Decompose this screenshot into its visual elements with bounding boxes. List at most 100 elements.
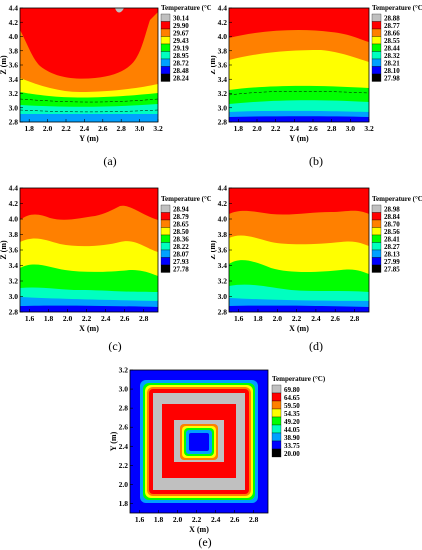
x-tick-label: 2.2 — [82, 314, 92, 323]
y-tick-label: 3.2 — [9, 277, 19, 286]
x-tick-label: 2.2 — [271, 124, 281, 133]
y-tick-label: 3.4 — [218, 75, 228, 84]
y-tick-label: 4.0 — [218, 215, 228, 224]
y-axis-label: Z (m) — [211, 55, 217, 75]
legend-title: Temperature (°C) — [161, 195, 211, 203]
y-tick-label: 2.6 — [119, 423, 129, 432]
legend-label: 29.19 — [173, 44, 189, 52]
y-tick-label: 2.2 — [119, 461, 129, 470]
x-tick-label: 2.0 — [252, 124, 262, 133]
panel-d: 1.6 1.8 2.0 2.2 2.4 2.6 2.8 2.8 3.0 3.2 3.4 3.6 3.8 4… — [211, 184, 422, 353]
y-tick-label: 3.0 — [119, 385, 129, 394]
panel-e: 1.6 1.8 2.0 2.2 2.4 2.6 2.8 1.8 2.0 2.2 2.4 2.6 2.8 3… — [109, 366, 326, 550]
legend-swatch — [271, 440, 282, 450]
legend-swatch — [160, 36, 171, 45]
legend-label: 27.85 — [384, 265, 400, 273]
x-tick-label: 1.8 — [253, 314, 263, 323]
x-tick-label: 2.8 — [350, 314, 360, 323]
y-tick-label: 4.4 — [9, 4, 19, 13]
contour-band — [229, 8, 369, 42]
legend-label: 27.99 — [384, 258, 400, 266]
y-tick-label: 2.8 — [119, 404, 129, 413]
x-tick-label: 2.2 — [61, 124, 71, 133]
x-tick-label: 1.6 — [135, 515, 145, 524]
legend-swatch — [160, 28, 171, 37]
legend-swatch — [160, 219, 171, 228]
legend-label: 28.65 — [173, 220, 189, 228]
y-tick-label: 3.2 — [9, 89, 19, 98]
legend-swatch — [371, 249, 382, 258]
legend-label: 54.35 — [284, 410, 300, 418]
y-tick-label: 4.2 — [218, 199, 228, 208]
legend-label: 38.90 — [284, 434, 300, 442]
legend-swatch — [160, 242, 171, 251]
legend-swatch — [160, 204, 171, 213]
panel-b: 1.8 2.0 2.2 2.4 2.6 2.8 3.0 3.2 2.8 3.0 3.2 3.4 3.6 3… — [211, 4, 422, 169]
y-axis-label: Y (m) — [109, 431, 118, 451]
y-tick-label: 4.4 — [218, 184, 228, 193]
y-tick-label: 3.0 — [218, 292, 228, 301]
y-tick-label: 3.8 — [218, 46, 228, 55]
legend-label: 28.13 — [384, 250, 400, 258]
y-tick-label: 3.0 — [218, 103, 228, 112]
legend-label: 28.41 — [384, 235, 400, 243]
legend-swatch — [371, 234, 382, 243]
y-tick-label: 4.4 — [218, 4, 228, 13]
legend-swatch — [160, 13, 171, 22]
legend-label: 49.20 — [284, 418, 300, 426]
legend-label: 28.27 — [384, 243, 400, 251]
legend-swatch — [371, 13, 382, 22]
x-tick-label: 2.6 — [331, 314, 341, 323]
legend-swatch — [371, 36, 382, 45]
x-tick-label: 1.8 — [44, 314, 54, 323]
x-axis-label: X (m) — [79, 324, 99, 333]
legend-label: 28.24 — [173, 74, 189, 82]
x-tick-label: 2.0 — [63, 314, 73, 323]
legend-swatch — [160, 73, 171, 82]
legend-swatch — [160, 227, 171, 236]
legend-label: 29.43 — [173, 37, 189, 45]
y-tick-label: 4.2 — [9, 199, 19, 208]
y-tick-label: 4.0 — [218, 32, 228, 41]
legend-swatch — [160, 257, 171, 266]
x-tick-label: 2.0 — [273, 314, 283, 323]
y-tick-label: 3.4 — [9, 261, 19, 270]
panel-c: 1.6 1.8 2.0 2.2 2.4 2.6 2.8 2.8 3.0 3.2 3.4 3.6 3.8 4… — [0, 184, 211, 353]
legend-label: 28.55 — [384, 37, 400, 45]
y-tick-label: 3.0 — [9, 292, 19, 301]
panel-caption: (e) — [198, 535, 211, 549]
legend-label: 28.79 — [173, 213, 189, 221]
legend-swatch — [271, 416, 282, 426]
y-tick-label: 2.8 — [9, 118, 19, 127]
x-tick-label: 1.8 — [154, 515, 164, 524]
legend-title: Temperature (°C) — [272, 375, 326, 383]
x-tick-label: 3.2 — [364, 124, 374, 133]
legend-swatch — [371, 212, 382, 221]
legend-label: 30.14 — [173, 14, 189, 22]
y-tick-label: 2.8 — [9, 308, 19, 317]
x-tick-label: 2.0 — [43, 124, 53, 133]
x-tick-label: 2.4 — [290, 124, 300, 133]
x-tick-label: 1.6 — [234, 314, 244, 323]
y-tick-label: 4.0 — [9, 215, 19, 224]
x-tick-label: 2.6 — [308, 124, 318, 133]
legend-label: 28.66 — [384, 29, 400, 37]
x-tick-label: 2.8 — [117, 124, 127, 133]
y-tick-label: 2.8 — [218, 308, 228, 317]
x-tick-label: 1.6 — [25, 314, 35, 323]
y-axis-label: Z (m) — [0, 240, 8, 260]
legend-swatch — [160, 66, 171, 75]
legend-label: 28.32 — [384, 52, 400, 60]
contour-band — [162, 404, 236, 478]
legend-swatch — [371, 21, 382, 30]
legend-label: 28.10 — [384, 67, 400, 75]
legend-title: Temperature (°C) — [161, 4, 211, 12]
legend-label: 29.67 — [173, 29, 189, 37]
legend-swatch — [160, 43, 171, 52]
y-tick-label: 3.8 — [218, 230, 228, 239]
y-tick-label: 2.0 — [119, 480, 129, 489]
x-tick-label: 3.0 — [346, 124, 356, 133]
legend-label: 28.77 — [384, 22, 400, 30]
legend-label: 28.44 — [384, 44, 400, 52]
y-tick-label: 3.6 — [218, 61, 228, 70]
